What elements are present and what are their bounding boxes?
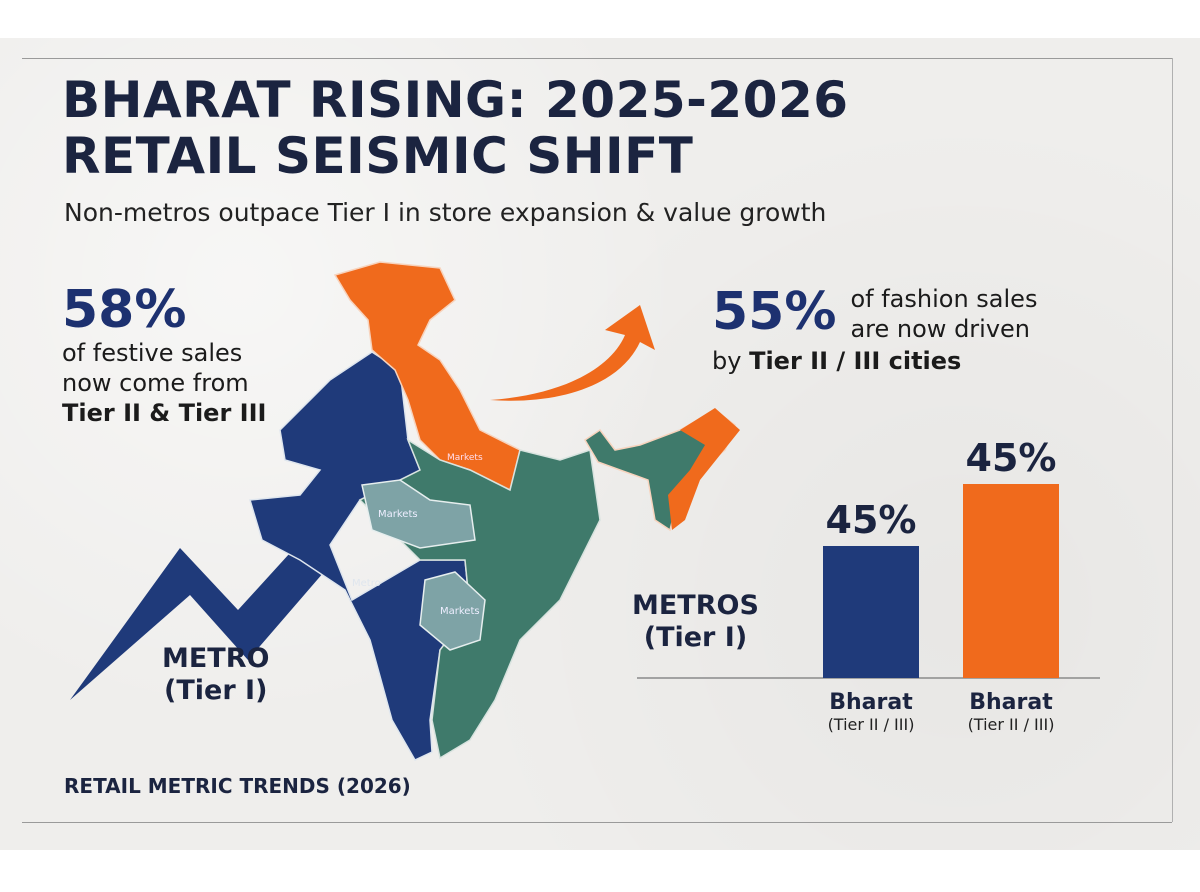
stat-fashion-sales: 55% of fashion sales are now driven by T…	[712, 284, 1132, 376]
map-region-south-central	[419, 571, 486, 651]
map-label: Metro	[352, 578, 381, 589]
metros-label-line: (Tier I)	[643, 622, 748, 653]
footer-caption: RETAIL METRIC TRENDS (2026)	[64, 774, 411, 798]
map-region-northeast-orange	[668, 408, 740, 530]
stat-text: now come from	[62, 369, 249, 397]
bar-bharat-1	[823, 546, 919, 678]
metro-label: METRO (Tier I)	[162, 643, 269, 707]
map-label: Markets	[440, 606, 480, 617]
bar-value-label: 45%	[965, 436, 1057, 480]
bar-category-label: Bharat (Tier II / III)	[941, 690, 1081, 734]
metros-label-line: METROS	[632, 590, 759, 621]
divider-bottom	[22, 822, 1172, 823]
category-sub: (Tier II / III)	[827, 715, 915, 734]
metro-label-line: METRO	[162, 643, 270, 674]
map-label: Markets	[447, 453, 483, 463]
divider-top	[22, 58, 1172, 59]
stat-text: are now driven	[850, 315, 1031, 343]
stat-festive-sales: 58% of festive sales now come from Tier …	[62, 282, 266, 428]
bar-bharat-2	[963, 484, 1059, 678]
stat-value: 55%	[712, 282, 837, 342]
page-title: BHARAT RISING: 2025-2026 RETAIL SEISMIC …	[62, 72, 849, 184]
bar-category-label: Bharat (Tier II / III)	[801, 690, 941, 734]
map-label: Markets	[378, 509, 418, 520]
subtitle: Non-metros outpace Tier I in store expan…	[64, 198, 827, 227]
divider-right	[1172, 58, 1173, 822]
metros-label: METROS (Tier I)	[632, 590, 759, 654]
bar-value-label: 45%	[825, 498, 917, 542]
stat-text: of fashion sales	[850, 285, 1038, 313]
category-main: Bharat	[969, 690, 1053, 715]
category-sub: (Tier II / III)	[967, 715, 1055, 734]
category-main: Bharat	[829, 690, 913, 715]
stat-text-prefix: by	[712, 347, 750, 375]
stat-text: by Tier II / III cities	[712, 344, 1132, 376]
stat-value: 58%	[62, 280, 187, 340]
stat-text-bold: Tier II / III cities	[749, 347, 962, 375]
title-line-2: RETAIL SEISMIC SHIFT	[62, 127, 694, 185]
title-line-1: BHARAT RISING: 2025-2026	[62, 71, 849, 129]
map-region-central	[361, 479, 476, 549]
metro-label-line: (Tier I)	[164, 675, 268, 706]
stat-text: of festive sales	[62, 339, 243, 367]
curved-arrow-icon	[490, 305, 655, 401]
stat-text: Tier II & Tier III	[62, 399, 267, 427]
